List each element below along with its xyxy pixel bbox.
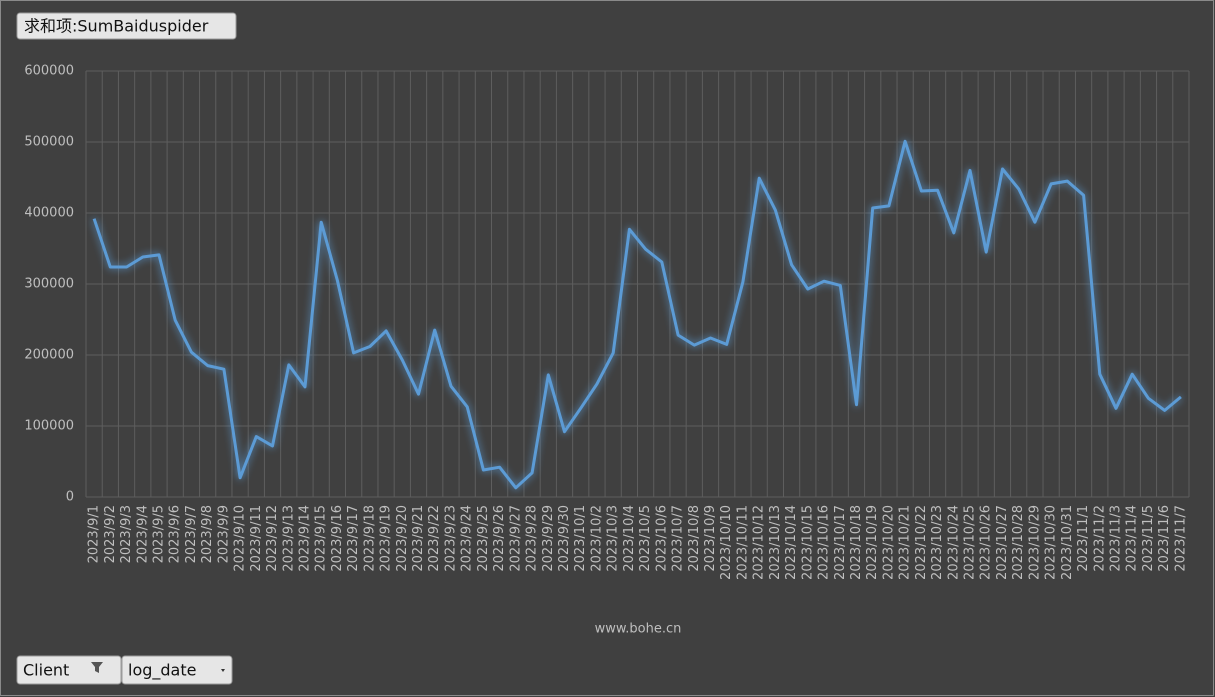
x-tick-label: 2023/9/13 (281, 505, 296, 572)
x-tick-label: 2023/10/10 (719, 505, 734, 580)
x-tick-label: 2023/10/8 (687, 505, 702, 572)
y-tick-label: 600000 (24, 64, 74, 79)
x-tick-label: 2023/9/30 (557, 505, 572, 572)
x-tick-label: 2023/10/17 (833, 505, 848, 580)
x-tick-label: 2023/10/3 (606, 505, 621, 572)
x-tick-label: 2023/9/10 (233, 505, 248, 572)
x-tick-label: 2023/9/29 (541, 505, 556, 572)
client-filter-label[interactable]: Client (23, 661, 69, 680)
x-tick-label: 2023/9/27 (508, 505, 523, 572)
x-tick-label: 2023/9/1 (87, 505, 102, 563)
x-tick-label: 2023/9/9 (216, 505, 231, 563)
dropdown-icon[interactable] (221, 669, 225, 672)
x-tick-label: 2023/11/3 (1109, 505, 1124, 572)
x-tick-label: 2023/10/22 (914, 505, 929, 580)
x-tick-label: 2023/10/12 (752, 505, 767, 580)
x-tick-label: 2023/9/23 (443, 505, 458, 572)
x-tick-label: 2023/9/21 (411, 505, 426, 572)
x-tick-label: 2023/10/20 (881, 505, 896, 580)
x-tick-label: 2023/10/24 (946, 505, 961, 580)
x-tick-label: 2023/10/30 (1044, 505, 1059, 580)
y-tick-label: 0 (66, 490, 74, 505)
x-tick-label: 2023/9/6 (168, 505, 183, 563)
x-tick-label: 2023/9/5 (151, 505, 166, 563)
x-tick-label: 2023/10/15 (800, 505, 815, 580)
x-tick-label: 2023/10/27 (995, 505, 1010, 580)
x-tick-label: 2023/10/29 (1027, 505, 1042, 580)
x-tick-label: 2023/10/7 (671, 505, 686, 572)
x-tick-label: 2023/9/24 (460, 505, 475, 572)
x-tick-label: 2023/10/1 (573, 505, 588, 572)
y-tick-label: 200000 (24, 348, 74, 363)
x-tick-label: 2023/10/6 (654, 505, 669, 572)
data-line (92, 139, 1182, 490)
x-tick-label: 2023/10/21 (898, 505, 913, 580)
x-tick-label: 2023/11/7 (1173, 505, 1188, 572)
x-tick-label: 2023/9/15 (314, 505, 329, 572)
filter-icon[interactable] (91, 662, 103, 673)
x-tick-label: 2023/11/5 (1141, 505, 1156, 572)
x-tick-label: 2023/9/16 (330, 505, 345, 572)
x-tick-label: 2023/10/5 (638, 505, 653, 572)
x-tick-label: 2023/10/28 (1011, 505, 1026, 580)
x-tick-label: 2023/11/4 (1125, 505, 1140, 572)
x-tick-label: 2023/10/26 (979, 505, 994, 580)
x-tick-label: 2023/9/19 (379, 505, 394, 572)
x-tick-label: 2023/9/11 (249, 505, 264, 572)
y-tick-label: 400000 (24, 206, 74, 221)
x-tick-label: 2023/11/1 (1076, 505, 1091, 572)
y-tick-label: 100000 (24, 419, 74, 434)
x-tick-label: 2023/10/18 (849, 505, 864, 580)
x-tick-label: 2023/9/3 (119, 505, 134, 563)
x-tick-label: 2023/11/6 (1157, 505, 1172, 572)
x-tick-label: 2023/9/28 (525, 505, 540, 572)
x-tick-label: 2023/10/25 (963, 505, 978, 580)
field-button[interactable] (16, 12, 237, 40)
x-tick-label: 2023/10/23 (930, 505, 945, 580)
x-tick-label: 2023/10/4 (622, 505, 637, 572)
x-tick-label: 2023/10/13 (768, 505, 783, 580)
x-tick-label: 2023/10/9 (703, 505, 718, 572)
x-tick-label: 2023/9/22 (427, 505, 442, 572)
x-tick-label: 2023/9/2 (103, 505, 118, 563)
field-button-label[interactable]: 求和项:SumBaiduspider (24, 17, 209, 36)
x-tick-label: 2023/10/16 (817, 505, 832, 580)
x-tick-label: 2023/9/18 (362, 505, 377, 572)
x-tick-label: 2023/9/4 (135, 505, 150, 563)
x-tick-label: 2023/10/14 (784, 505, 799, 580)
x-tick-label: 2023/9/25 (476, 505, 491, 572)
x-tick-label: 2023/9/14 (297, 505, 312, 572)
x-tick-label: 2023/9/7 (184, 505, 199, 563)
x-tick-label: 2023/10/31 (1060, 505, 1075, 580)
x-tick-label: 2023/10/19 (865, 505, 880, 580)
x-axis-label: www.bohe.cn (595, 622, 682, 637)
y-tick-label: 300000 (24, 277, 74, 292)
x-tick-label: 2023/10/2 (589, 505, 604, 572)
x-tick-label: 2023/10/11 (735, 505, 750, 580)
date-filter-button[interactable] (121, 655, 233, 685)
x-tick-label: 2023/9/26 (492, 505, 507, 572)
date-filter-label[interactable]: log_date (128, 661, 196, 681)
x-tick-label: 2023/11/2 (1092, 505, 1107, 572)
x-tick-label: 2023/9/20 (395, 505, 410, 572)
x-tick-label: 2023/9/12 (265, 505, 280, 572)
y-tick-label: 500000 (24, 135, 74, 150)
x-tick-label: 2023/9/17 (346, 505, 361, 572)
x-tick-label: 2023/9/8 (200, 505, 215, 563)
